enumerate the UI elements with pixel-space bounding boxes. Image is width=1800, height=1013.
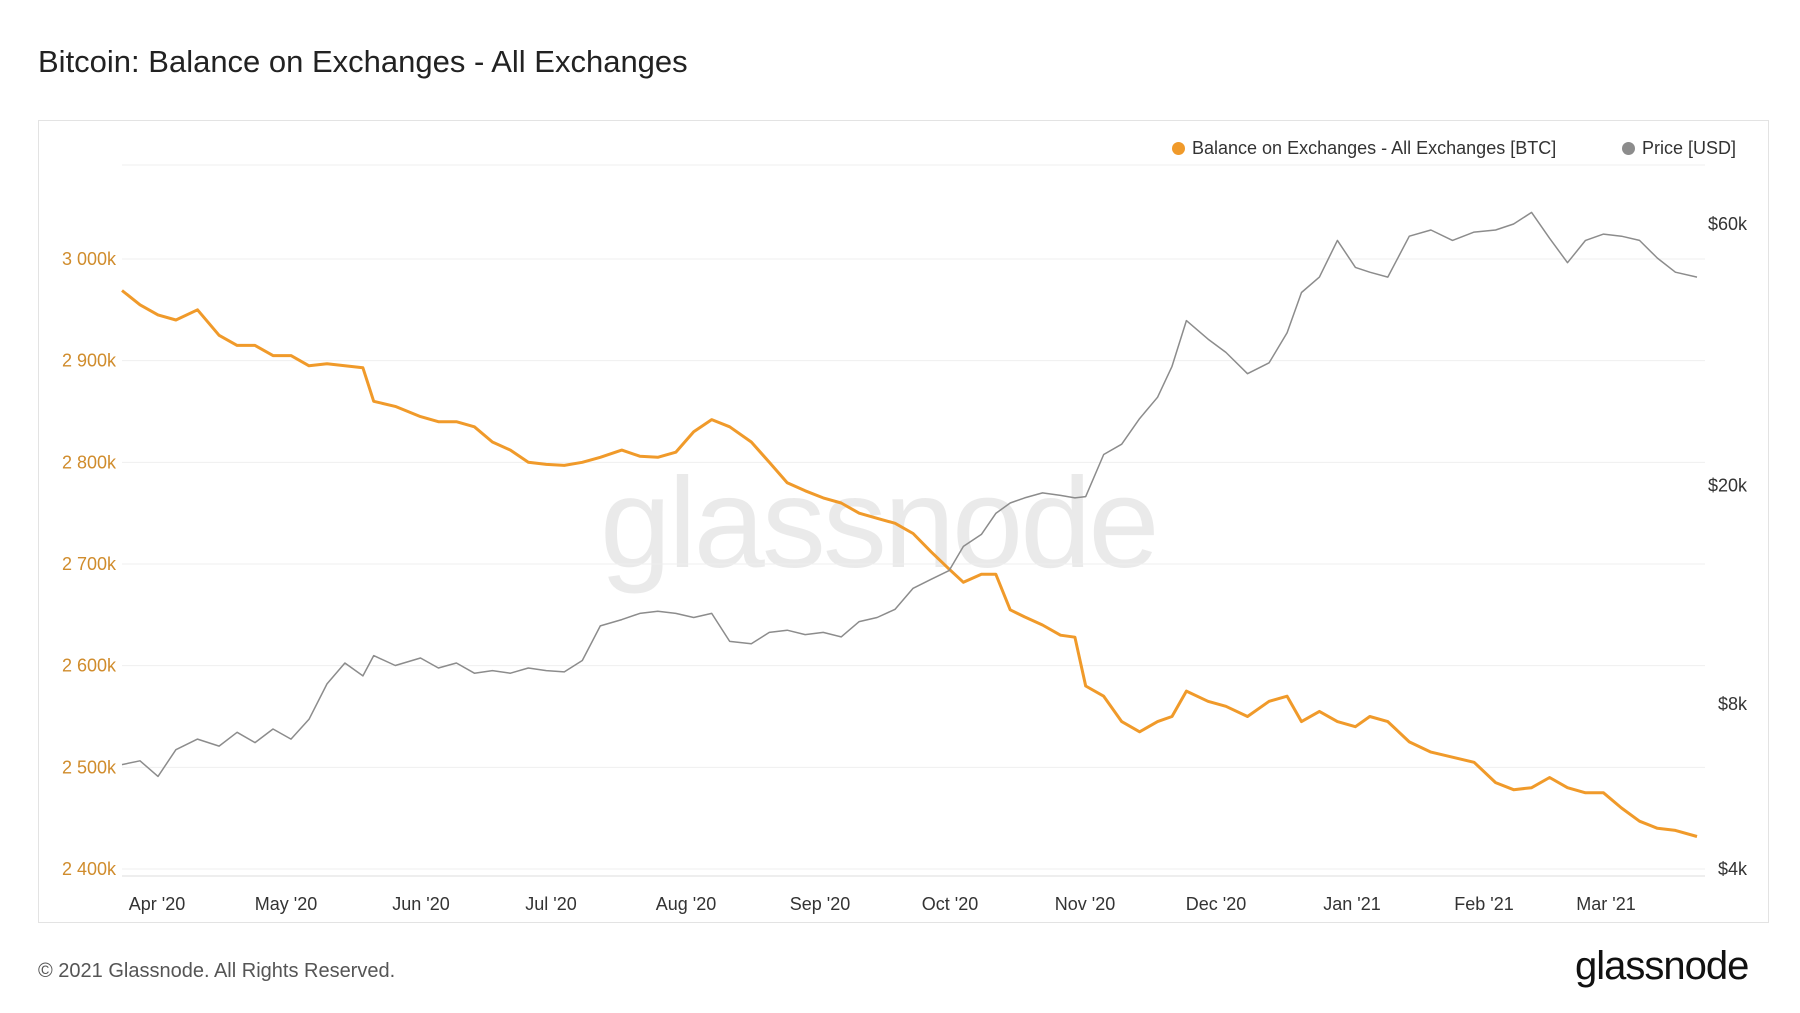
footer-copyright: © 2021 Glassnode. All Rights Reserved. (38, 960, 396, 982)
right-axis-tick-label: $60k (1708, 214, 1748, 234)
glassnode-logo[interactable]: glassnode (1575, 944, 1749, 988)
right-axis-tick-label: $4k (1718, 859, 1748, 879)
right-axis-tick-label: $8k (1718, 694, 1748, 714)
x-axis-tick-label: Jul '20 (525, 894, 576, 914)
x-axis-tick-label: Mar '21 (1576, 894, 1635, 914)
x-axis-tick-label: Dec '20 (1186, 894, 1246, 914)
legend-label-price: Price [USD] (1642, 138, 1737, 158)
legend-item-price[interactable]: Price [USD] (1622, 138, 1736, 159)
glassnode-watermark: glassnode (600, 452, 1160, 595)
x-axis-tick-label: Oct '20 (922, 894, 978, 914)
x-axis-tick-label: Apr '20 (129, 894, 185, 914)
x-axis-tick-label: Nov '20 (1055, 894, 1115, 914)
left-axis-tick-label: 2 900k (62, 351, 117, 371)
legend-dot-price-icon (1622, 142, 1635, 155)
chart-panel (38, 120, 1769, 923)
legend-label-balance: Balance on Exchanges - All Exchanges [BT… (1192, 138, 1557, 158)
left-axis-tick-label: 2 400k (62, 859, 117, 879)
x-axis-tick-label: Sep '20 (790, 894, 851, 914)
left-axis-tick-label: 2 600k (62, 656, 117, 676)
legend-dot-balance-icon (1172, 142, 1185, 155)
left-axis-tick-label: 3 000k (62, 249, 117, 269)
x-axis-tick-label: Aug '20 (656, 894, 717, 914)
series-line-price (121, 211, 1698, 778)
left-axis-tick-label: 2 500k (62, 757, 117, 777)
left-axis-tick-label: 2 700k (62, 554, 117, 574)
x-axis-tick-label: May '20 (255, 894, 317, 914)
legend-item-balance[interactable]: Balance on Exchanges - All Exchanges [BT… (1172, 138, 1556, 159)
x-axis-tick-label: Jun '20 (392, 894, 449, 914)
x-axis-tick-label: Jan '21 (1323, 894, 1380, 914)
x-axis-tick-label: Feb '21 (1454, 894, 1513, 914)
series-line-balance (121, 289, 1698, 838)
left-axis-tick-label: 2 800k (62, 452, 117, 472)
chart-title: Bitcoin: Balance on Exchanges - All Exch… (38, 44, 688, 79)
right-axis-tick-label: $20k (1708, 476, 1748, 496)
